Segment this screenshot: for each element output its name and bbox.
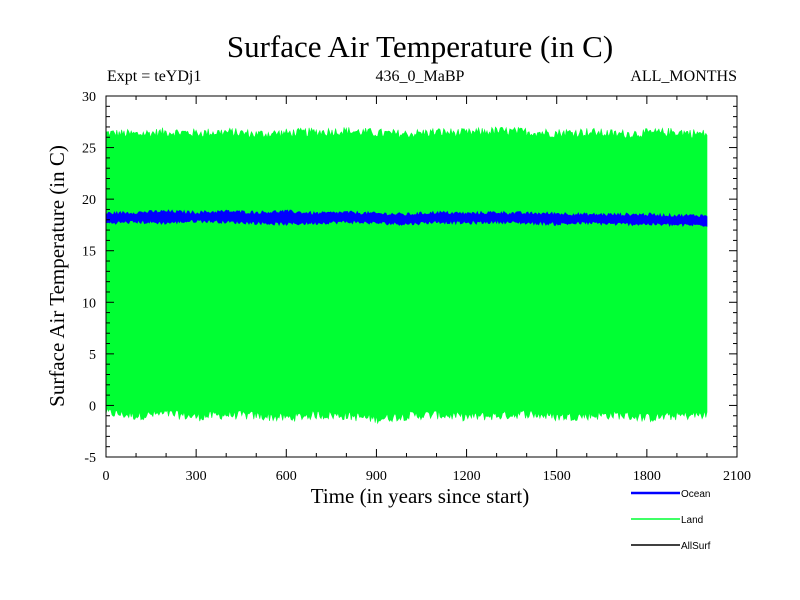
y-tick-label: 15 [82, 245, 96, 260]
y-tick-label: 10 [82, 296, 96, 311]
x-tick-label: 1200 [453, 469, 481, 484]
legend-label-land: Land [681, 515, 703, 526]
x-tick-label: 0 [103, 469, 110, 484]
months-label: ALL_MONTHS [630, 68, 737, 85]
plot-frame [105, 95, 738, 458]
axes: 0 300 600 900 1200 1500 1800 2100 -5 0 5 10 15 20 25 30 [82, 90, 751, 484]
y-tick-label: 30 [82, 90, 96, 105]
x-axis-label: Time (in years since start) [311, 484, 530, 508]
legend: Ocean Land AllSurf [631, 489, 711, 552]
y-tick-label: 20 [82, 193, 96, 208]
y-tick-label: -5 [84, 451, 96, 466]
ocean-series [105, 209, 708, 227]
period-label: 436_0_MaBP [376, 68, 465, 85]
x-tick-label: 1500 [543, 469, 571, 484]
legend-label-allsurf: AllSurf [681, 541, 711, 552]
y-tick-label: 5 [89, 348, 96, 363]
x-tick-label: 2100 [723, 469, 751, 484]
x-tick-label: 900 [366, 469, 387, 484]
chart-title: Surface Air Temperature (in C) [227, 29, 613, 64]
y-axis-label: Surface Air Temperature (in C) [45, 145, 69, 407]
x-tick-label: 1800 [633, 469, 661, 484]
x-tick-label: 600 [276, 469, 297, 484]
experiment-label: Expt = teYDj1 [107, 68, 201, 85]
legend-label-ocean: Ocean [681, 489, 710, 500]
land-series [105, 126, 708, 425]
x-tick-label: 300 [186, 469, 207, 484]
y-tick-label: 0 [89, 399, 96, 414]
y-tick-label: 25 [82, 142, 96, 157]
plot-area [105, 126, 708, 425]
